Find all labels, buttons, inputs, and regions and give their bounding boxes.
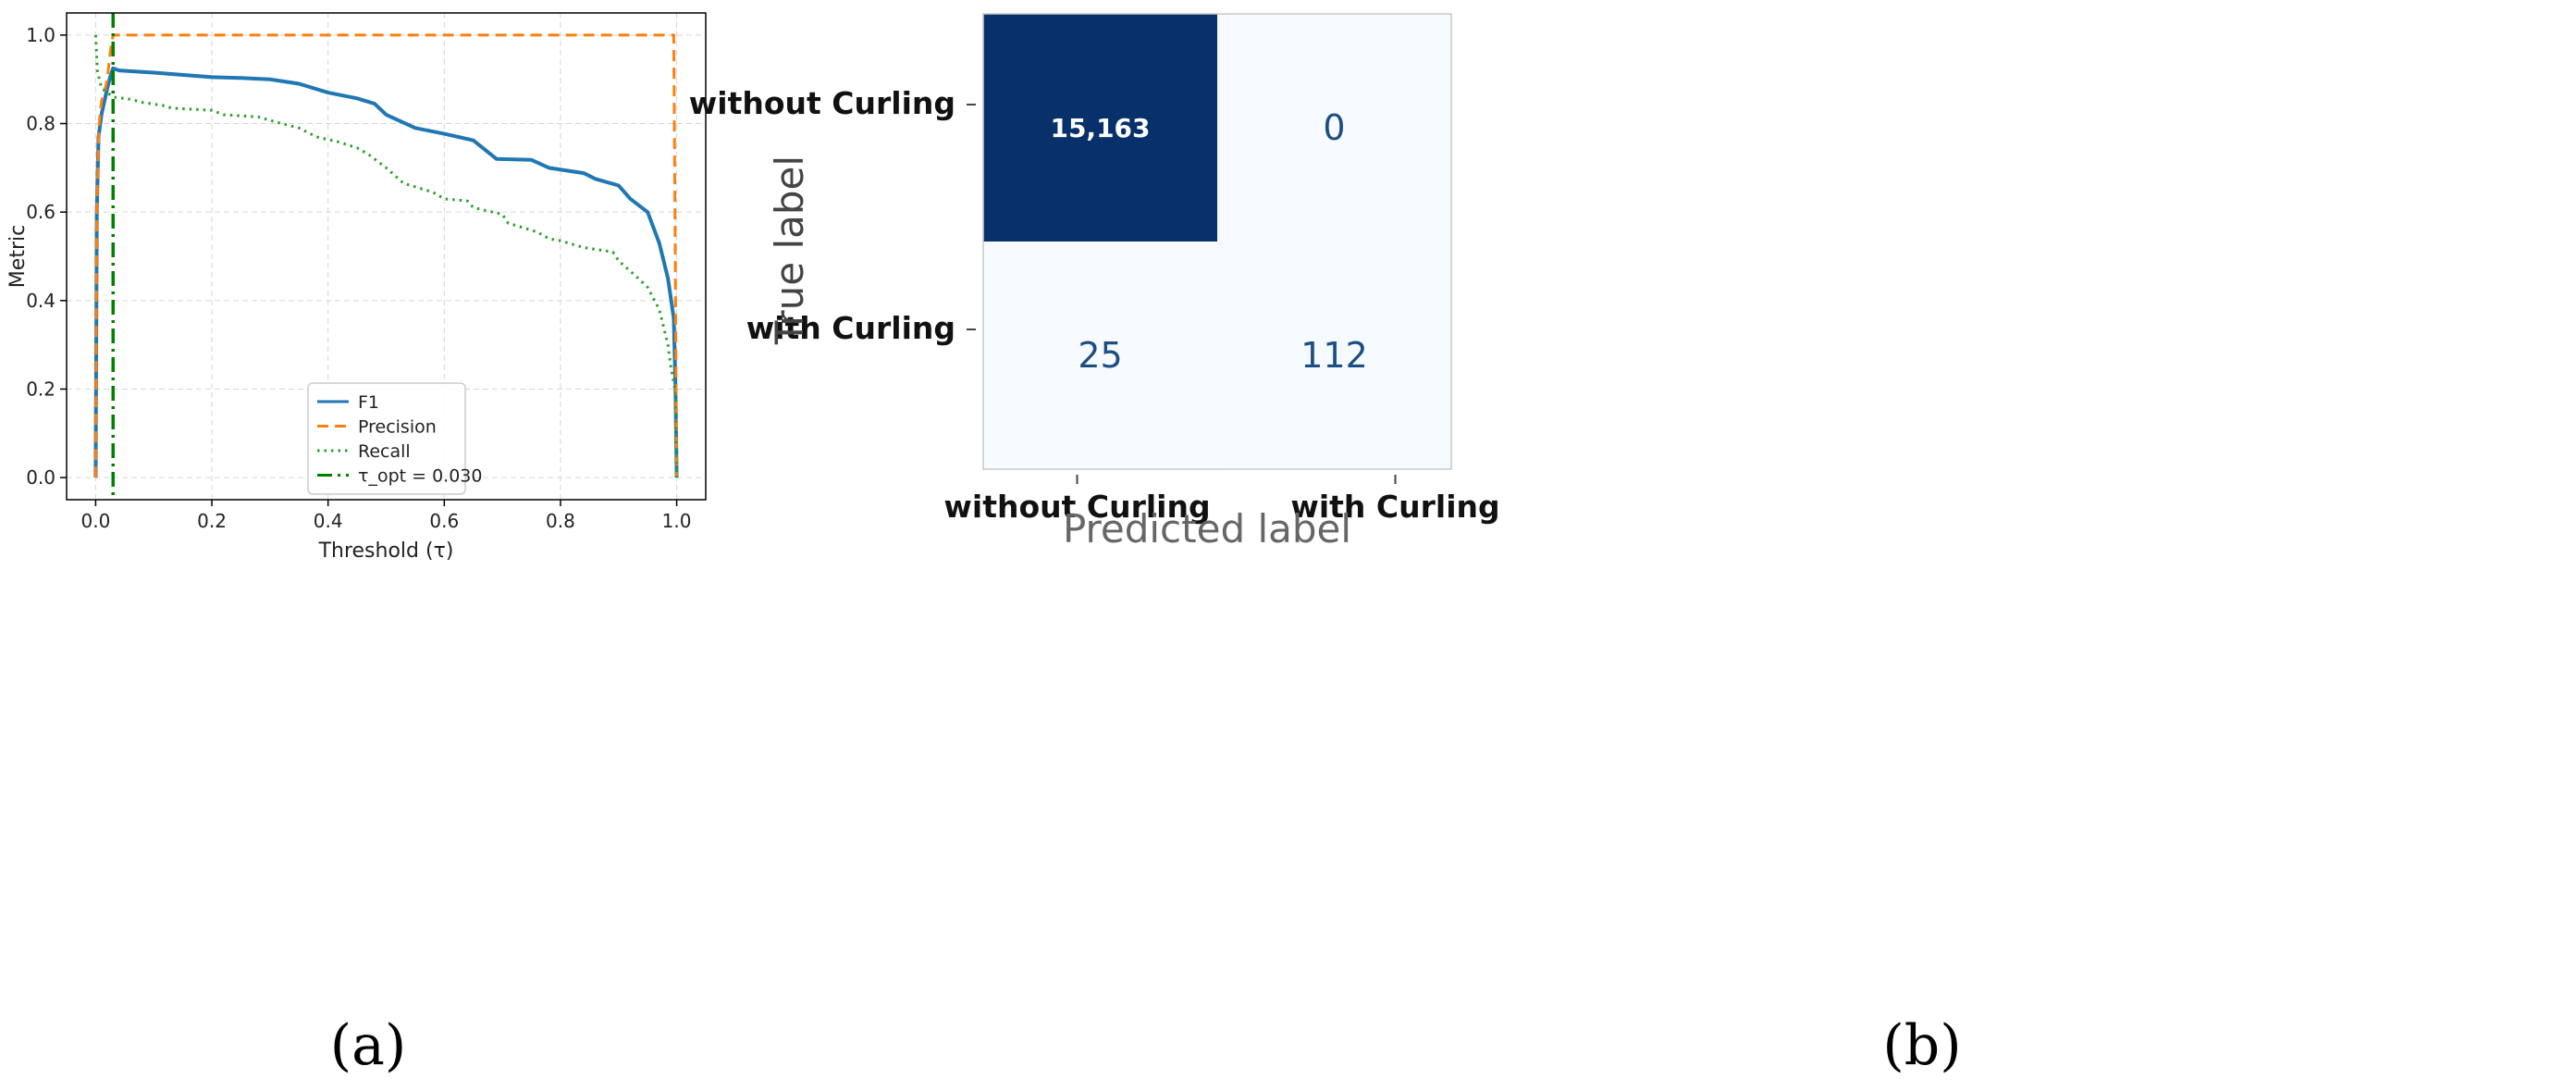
y-tick-label: with Curling — [746, 310, 955, 346]
matrix-cell — [983, 14, 1217, 242]
y-tick-label: 0.4 — [26, 290, 55, 312]
y-axis-label: True label — [767, 155, 812, 345]
y-tick-label: 1.0 — [26, 24, 55, 46]
matrix-cells: 15,163 0 25 112 — [982, 13, 1452, 470]
series-line-recall — [93, 34, 679, 478]
series-group — [93, 13, 679, 500]
legend: F1 Precision Recall τ_opt = 0.030 — [307, 382, 482, 495]
panel-b-caption: (b) — [1882, 1013, 1961, 1078]
legend-label: Recall — [358, 441, 411, 462]
y-tick-label: 0.6 — [26, 201, 55, 223]
x-tick-label: 0.6 — [429, 510, 459, 532]
axis-ticks: 0.0 0.2 0.4 0.6 0.8 1.0 0.0 0.2 0.4 0.6 0.8 1.0 — [26, 24, 691, 532]
x-axis-label: Predicted label — [1063, 506, 1351, 552]
y-tick-label: without Curling — [689, 85, 955, 121]
matrix-tick-labels: without Curling with Curling without Curli… — [689, 85, 1500, 525]
y-tick-label: 0.2 — [26, 378, 55, 400]
panel-b-confusion-matrix: 15,163 0 25 112 without Curling with Curling… — [689, 13, 1962, 1078]
matrix-cell — [983, 242, 1217, 469]
legend-box — [307, 382, 466, 495]
legend-label: τ_opt = 0.030 — [358, 466, 482, 487]
matrix-cell — [1217, 14, 1451, 242]
x-tick-label: 1.0 — [662, 510, 692, 532]
y-tick-label: 0.8 — [26, 113, 55, 135]
x-tick-label: 0.8 — [546, 510, 575, 532]
legend-label: F1 — [358, 392, 379, 413]
matrix-cell-label: 15,163 — [1050, 113, 1150, 143]
series-line-precision — [93, 33, 679, 478]
series-line-f1 — [93, 66, 679, 478]
legend-label: Precision — [358, 417, 437, 438]
x-tick-label: with Curling — [1290, 489, 1499, 525]
matrix-cell — [1217, 242, 1451, 469]
y-axis-label: Metric — [6, 225, 30, 288]
matrix-cell-label: 112 — [1300, 335, 1368, 376]
x-tick-label: 0.2 — [197, 510, 227, 532]
matrix-cell-label: 0 — [1323, 107, 1345, 148]
x-tick-label: 0.0 — [81, 510, 111, 532]
matrix-cell-label: 25 — [1078, 335, 1122, 376]
axes-frame — [66, 12, 707, 501]
panel-a-line-chart: 0.0 0.2 0.4 0.6 0.8 1.0 0.0 0.2 0.4 0.6 0.8 1.0 Thr… — [6, 12, 707, 1078]
x-axis-label: Threshold (τ) — [318, 539, 454, 563]
x-tick-label: without Curling — [943, 489, 1210, 525]
matrix-frame — [982, 13, 1452, 470]
y-tick-label: 0.0 — [26, 466, 55, 489]
x-tick-label: 0.4 — [314, 510, 343, 532]
panel-a-caption: (a) — [330, 1013, 407, 1078]
